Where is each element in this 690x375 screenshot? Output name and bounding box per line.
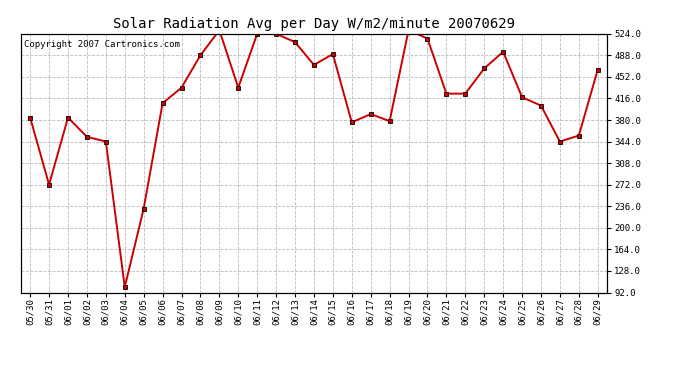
Title: Solar Radiation Avg per Day W/m2/minute 20070629: Solar Radiation Avg per Day W/m2/minute … [113,17,515,31]
Text: Copyright 2007 Cartronics.com: Copyright 2007 Cartronics.com [23,40,179,49]
